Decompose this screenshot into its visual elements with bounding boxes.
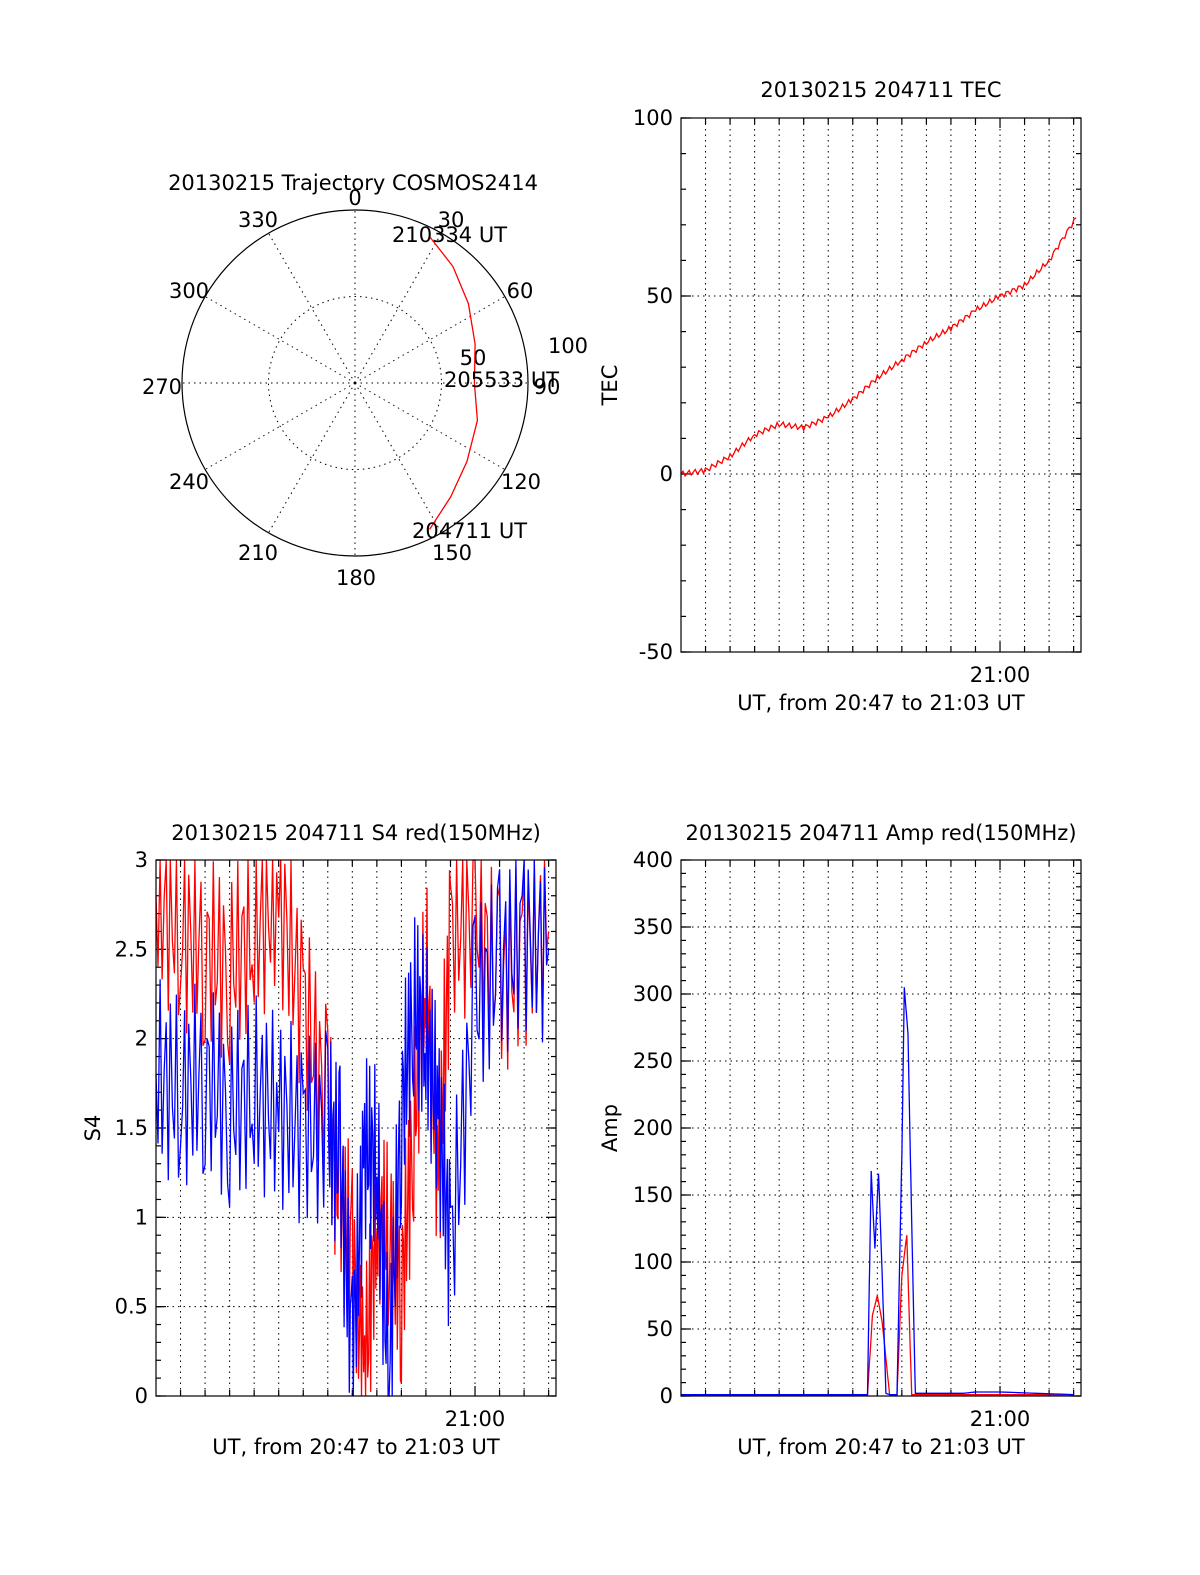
chart-title: 20130215 204711 S4 red(150MHz) xyxy=(171,821,541,845)
polar-azimuth-label: 300 xyxy=(169,279,209,303)
polar-time-annotation: 204711 UT xyxy=(412,519,527,543)
x-tick-label: 21:00 xyxy=(970,1407,1031,1431)
y-tick-label: 100 xyxy=(633,1250,673,1274)
series-line-red xyxy=(680,217,1077,478)
line-chart-panel: 20130215 204711 Amp red(150MHz) 0 50 100 150… xyxy=(598,821,1082,1459)
polar-spoke xyxy=(354,382,442,534)
y-tick-label: 2 xyxy=(135,1027,148,1051)
y-tick-label: 3 xyxy=(135,848,148,872)
y-tick-label: 50 xyxy=(646,1317,673,1341)
polar-time-annotation: 210334 UT xyxy=(392,223,507,247)
line-chart-panel: 20130215 204711 TEC -50 0 50 100 21:00 UT, fro… xyxy=(598,78,1082,715)
y-tick-label: 350 xyxy=(633,915,673,939)
x-tick-label: 21:00 xyxy=(445,1407,506,1431)
plot-frame xyxy=(680,859,1082,1397)
y-tick-label: 100 xyxy=(633,106,673,130)
polar-time-annotation: 205533 UT xyxy=(444,368,559,392)
polar-azimuth-label: 210 xyxy=(238,541,278,565)
x-axis-label: UT, from 20:47 to 21:03 UT xyxy=(212,1435,500,1459)
y-tick-label: -50 xyxy=(639,640,673,664)
y-tick-label: 200 xyxy=(633,1116,673,1140)
y-tick-label: 0 xyxy=(660,462,673,486)
polar-spoke xyxy=(354,232,442,384)
y-tick-label: 1.5 xyxy=(115,1116,148,1140)
polar-azimuth-label: 330 xyxy=(238,208,278,232)
polar-radius-label: 50 xyxy=(460,346,487,370)
polar-spoke xyxy=(268,232,356,384)
y-axis-label: S4 xyxy=(81,1115,105,1142)
y-tick-label: 50 xyxy=(646,284,673,308)
series-line-blue xyxy=(155,859,550,1397)
x-tick-label: 21:00 xyxy=(970,663,1031,687)
polar-azimuth-label: 270 xyxy=(142,375,182,399)
polar-spoke xyxy=(204,296,356,384)
series-line-blue xyxy=(681,987,1074,1396)
y-tick-label: 150 xyxy=(633,1183,673,1207)
series-line-red xyxy=(681,1235,1074,1396)
polar-azimuth-label: 150 xyxy=(432,541,472,565)
plot-frame xyxy=(155,859,557,1397)
polar-trajectory-line xyxy=(429,236,479,530)
polar-azimuth-label: 0 xyxy=(348,186,361,210)
x-axis-label: UT, from 20:47 to 21:03 UT xyxy=(737,1435,1025,1459)
y-tick-label: 300 xyxy=(633,982,673,1006)
polar-chart-title: 20130215 Trajectory COSMOS2414 xyxy=(168,171,538,195)
y-tick-label: 0 xyxy=(660,1384,673,1408)
polar-spoke xyxy=(354,296,506,384)
y-tick-label: 400 xyxy=(633,848,673,872)
y-tick-label: 1 xyxy=(135,1205,148,1229)
polar-azimuth-label: 180 xyxy=(336,566,376,590)
polar-inner-circle xyxy=(268,296,442,470)
chart-title: 20130215 204711 Amp red(150MHz) xyxy=(685,821,1076,845)
y-tick-label: 2.5 xyxy=(115,937,148,961)
polar-spoke xyxy=(204,382,356,470)
polar-outer-circle xyxy=(181,209,529,557)
chart-title: 20130215 204711 TEC xyxy=(760,78,1001,102)
x-axis-label: UT, from 20:47 to 21:03 UT xyxy=(737,691,1025,715)
polar-azimuth-label: 90 xyxy=(534,375,561,399)
y-axis-label: Amp xyxy=(598,1104,622,1152)
polar-radius-label: 100 xyxy=(548,334,588,358)
plot-frame xyxy=(680,117,1082,653)
line-chart-panel: 20130215 204711 S4 red(150MHz) 0 0.5 1 1.5 2 2… xyxy=(81,821,557,1459)
y-tick-label: 0.5 xyxy=(115,1295,148,1319)
polar-azimuth-label: 240 xyxy=(169,470,209,494)
y-tick-label: 250 xyxy=(633,1049,673,1073)
polar-azimuth-label: 120 xyxy=(501,470,541,494)
polar-azimuth-label: 60 xyxy=(507,279,534,303)
polar-spoke xyxy=(268,382,356,534)
y-tick-label: 0 xyxy=(135,1384,148,1408)
polar-azimuth-label: 30 xyxy=(438,208,465,232)
polar-spoke xyxy=(354,382,506,470)
y-axis-label: TEC xyxy=(598,365,622,407)
